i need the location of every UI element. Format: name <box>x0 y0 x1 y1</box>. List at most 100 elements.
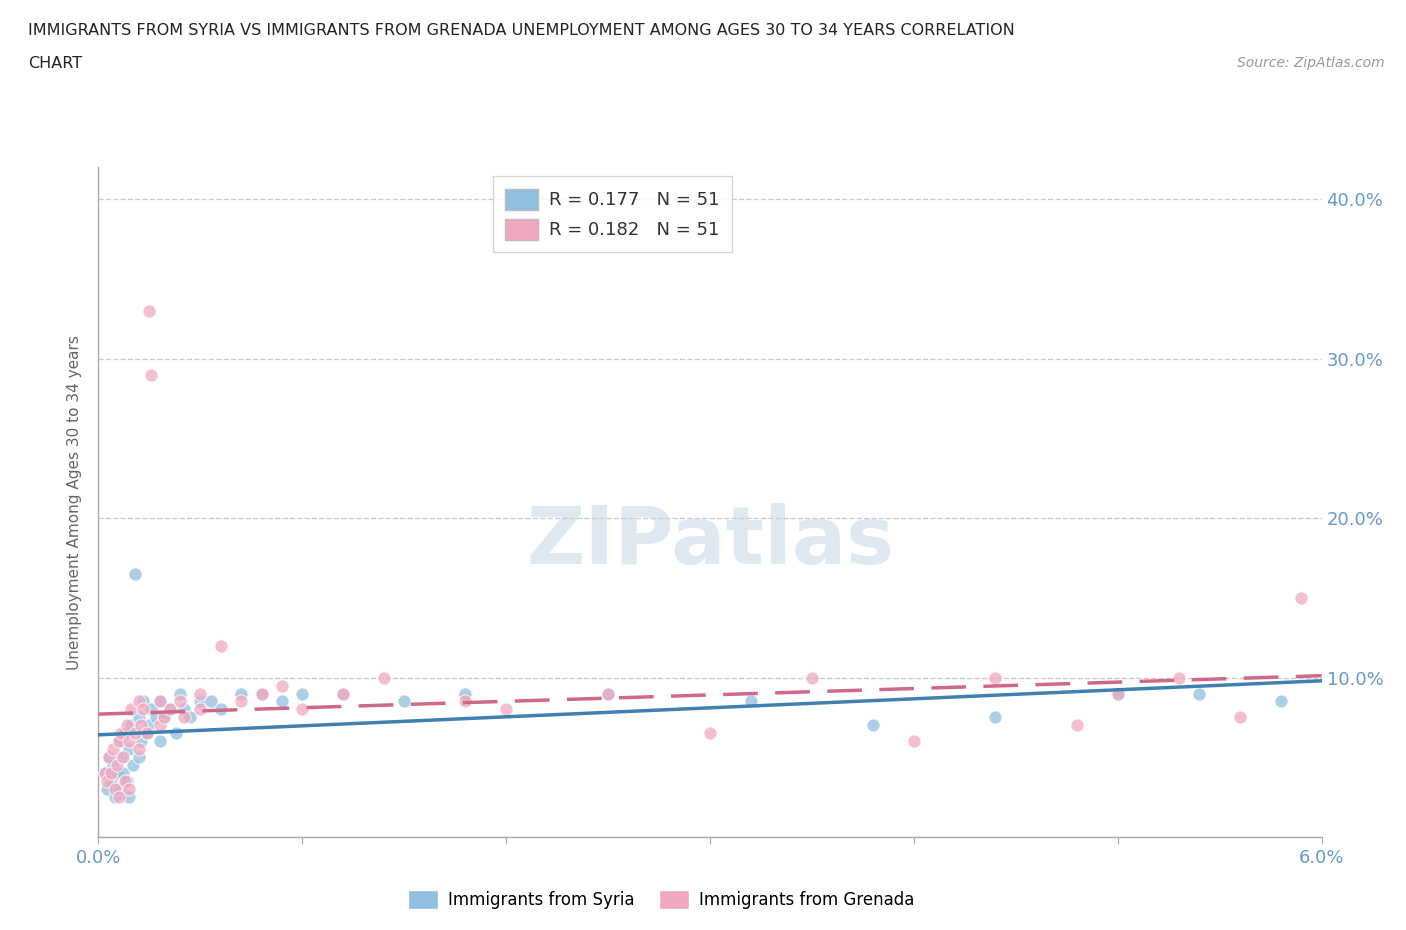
Point <box>101 742 124 757</box>
Point <box>128 750 150 764</box>
Point <box>108 734 131 749</box>
Point <box>120 718 142 733</box>
Point <box>1107 686 1129 701</box>
Point <box>250 686 273 701</box>
Point <box>209 702 232 717</box>
Point <box>115 774 138 789</box>
Point <box>141 367 163 382</box>
Point <box>598 686 620 701</box>
Point <box>149 694 172 709</box>
Point <box>495 702 517 717</box>
Point <box>129 734 152 749</box>
Point <box>105 758 128 773</box>
Point <box>188 686 212 701</box>
Point <box>97 750 120 764</box>
Point <box>1066 718 1088 733</box>
Point <box>136 726 159 741</box>
Point <box>120 702 142 717</box>
Point <box>1270 694 1292 709</box>
Point <box>115 718 138 733</box>
Point <box>1107 686 1129 701</box>
Point <box>93 765 115 780</box>
Point <box>1188 686 1211 701</box>
Point <box>124 726 146 741</box>
Point <box>129 718 152 733</box>
Point <box>903 734 925 749</box>
Point <box>96 774 118 789</box>
Point <box>128 710 150 724</box>
Point <box>124 566 146 581</box>
Point <box>231 694 253 709</box>
Point <box>209 638 232 653</box>
Point <box>165 726 187 741</box>
Point <box>231 686 253 701</box>
Point <box>862 718 884 733</box>
Point <box>149 734 172 749</box>
Point <box>128 742 150 757</box>
Point <box>114 726 136 741</box>
Point <box>141 702 163 717</box>
Point <box>110 750 132 764</box>
Point <box>291 686 314 701</box>
Point <box>270 694 292 709</box>
Point <box>108 782 131 797</box>
Point <box>598 686 620 701</box>
Text: IMMIGRANTS FROM SYRIA VS IMMIGRANTS FROM GRENADA UNEMPLOYMENT AMONG AGES 30 TO 3: IMMIGRANTS FROM SYRIA VS IMMIGRANTS FROM… <box>28 23 1015 38</box>
Point <box>169 686 191 701</box>
Point <box>801 671 824 685</box>
Point <box>159 702 181 717</box>
Point <box>128 694 150 709</box>
Point <box>145 710 167 724</box>
Point <box>149 694 172 709</box>
Point <box>1167 671 1189 685</box>
Point <box>132 702 155 717</box>
Point <box>97 750 120 764</box>
Point <box>159 702 181 717</box>
Point <box>100 774 122 789</box>
Point <box>332 686 354 701</box>
Point <box>132 694 155 709</box>
Point <box>200 694 222 709</box>
Point <box>984 710 1007 724</box>
Point <box>108 790 131 804</box>
Point <box>93 765 115 780</box>
Text: CHART: CHART <box>28 56 82 71</box>
Text: ZIPatlas: ZIPatlas <box>526 503 894 581</box>
Y-axis label: Unemployment Among Ages 30 to 34 years: Unemployment Among Ages 30 to 34 years <box>67 335 83 670</box>
Point <box>110 726 132 741</box>
Point <box>173 710 195 724</box>
Point <box>138 718 160 733</box>
Point <box>108 734 131 749</box>
Legend: Immigrants from Syria, Immigrants from Grenada: Immigrants from Syria, Immigrants from G… <box>401 884 921 916</box>
Text: Source: ZipAtlas.com: Source: ZipAtlas.com <box>1237 56 1385 70</box>
Point <box>122 758 145 773</box>
Point <box>152 710 174 724</box>
Point <box>332 686 354 701</box>
Point <box>984 671 1007 685</box>
Point <box>179 710 201 724</box>
Point <box>101 758 124 773</box>
Point <box>188 702 212 717</box>
Point <box>100 765 122 780</box>
Point <box>104 790 127 804</box>
Point <box>373 671 395 685</box>
Point <box>270 678 292 693</box>
Point <box>118 790 141 804</box>
Point <box>291 702 314 717</box>
Point <box>169 694 191 709</box>
Point <box>118 782 141 797</box>
Point <box>105 765 128 780</box>
Point <box>138 303 160 318</box>
Point <box>173 702 195 717</box>
Point <box>152 710 174 724</box>
Point <box>454 686 477 701</box>
Point <box>250 686 273 701</box>
Point <box>188 694 212 709</box>
Point <box>1289 591 1312 605</box>
Point <box>118 734 141 749</box>
Point <box>111 765 134 780</box>
Point <box>114 774 136 789</box>
Point <box>118 742 141 757</box>
Point <box>740 694 762 709</box>
Point <box>96 782 118 797</box>
